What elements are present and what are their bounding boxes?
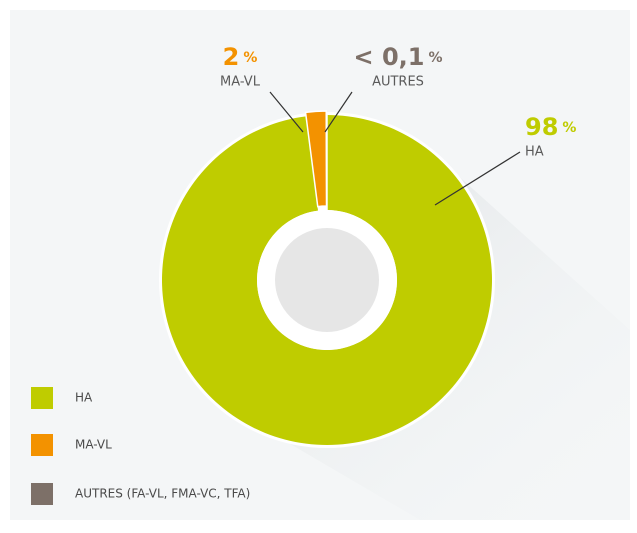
slices — [162, 110, 492, 445]
value-number: 2 — [223, 43, 240, 71]
legend-swatch — [31, 387, 53, 409]
value-unit: % — [562, 120, 576, 136]
legend-label: MA-VL — [75, 438, 112, 452]
value-label: 98% — [525, 113, 576, 141]
value-number: < 0,1 — [353, 43, 424, 71]
leader-line — [434, 151, 521, 206]
legend-label: AUTRES (FA-VL, FMA-VC, TFA) — [75, 487, 250, 501]
value-unit: % — [243, 50, 257, 66]
value-label: 2% — [223, 43, 258, 71]
legend-swatch — [31, 434, 53, 456]
labels: 98 % HA 2 % MA-VL < 0,1 % AUTRES HA MA-VL AUTRES (F… — [31, 43, 576, 505]
value-number: 98 — [525, 113, 558, 141]
leader-line — [269, 91, 304, 133]
slice — [162, 115, 492, 445]
legend-label: HA — [75, 391, 93, 405]
leader-line — [324, 91, 353, 133]
category-label: MA-VL — [220, 75, 261, 90]
value-unit: % — [428, 50, 442, 66]
category-label: AUTRES — [372, 75, 424, 90]
value-label: < 0,1% — [353, 43, 442, 71]
legend-swatch — [31, 483, 53, 505]
category-label: HA — [525, 145, 544, 160]
inner-hub — [275, 228, 379, 332]
